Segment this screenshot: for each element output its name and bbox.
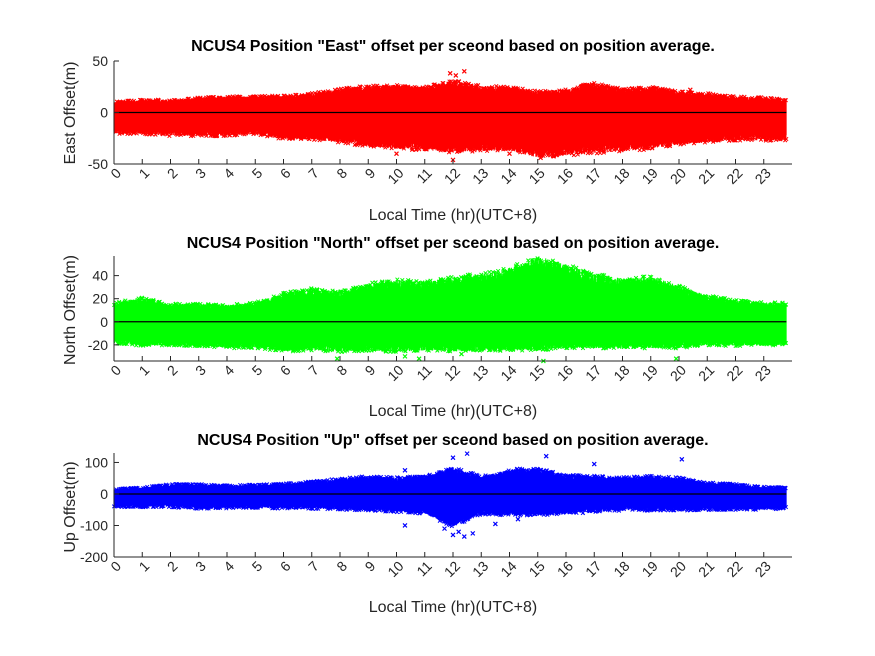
up-outlier-point xyxy=(442,526,447,532)
north-y-tick-label: 20 xyxy=(92,291,108,307)
north-y-tick-label: 0 xyxy=(100,314,108,330)
north-outlier-point xyxy=(416,356,422,362)
north-outlier-point xyxy=(402,353,408,359)
east-outlier-point xyxy=(461,68,467,74)
up-outlier-point xyxy=(679,456,685,462)
north-outlier-point xyxy=(261,300,267,306)
east-outlier-point xyxy=(687,87,693,93)
up-outlier-point xyxy=(464,451,470,457)
up-outlier-point xyxy=(492,521,498,527)
up-outlier-point xyxy=(543,453,549,459)
up-outlier-point xyxy=(456,529,462,535)
north-y-tick-label: 40 xyxy=(92,268,108,284)
north-x-axis-label: Local Time (hr)(UTC+8) xyxy=(369,403,537,420)
up-y-tick-label: 0 xyxy=(100,486,108,502)
north-outlier-point xyxy=(139,296,145,302)
up-edge-markers xyxy=(111,466,789,529)
east-outlier-point xyxy=(456,79,462,85)
east-y-tick-label: 50 xyxy=(92,53,108,69)
east-outlier-point xyxy=(447,70,453,76)
up-outlier-point xyxy=(402,467,408,473)
east-x-axis-label: Local Time (hr)(UTC+8) xyxy=(369,207,537,224)
up-outlier-point xyxy=(450,532,456,538)
east-outlier-point xyxy=(538,155,543,161)
north-y-axis-label: North Offset(m) xyxy=(62,255,79,365)
north-outlier-point xyxy=(334,356,340,362)
east-outlier-point xyxy=(453,72,459,78)
up-x-axis-label: Local Time (hr)(UTC+8) xyxy=(369,599,537,616)
up-outlier-point xyxy=(450,455,456,461)
north-edge-markers xyxy=(112,256,789,355)
east-outlier-point xyxy=(394,151,399,157)
up-outlier-point xyxy=(591,461,597,467)
up-outlier-point xyxy=(461,534,467,539)
up-outlier-point xyxy=(515,516,521,522)
north-outlier-point xyxy=(673,356,679,362)
up-y-axis-label: Up Offset(m) xyxy=(62,461,79,552)
east-y-axis-label: East Offset(m) xyxy=(62,62,79,165)
east-chart-title: NCUS4 Position "East" offset per sceond … xyxy=(191,38,715,55)
up-y-tick-label: -200 xyxy=(80,549,108,565)
up-outlier-point xyxy=(402,523,408,528)
east-edge-markers xyxy=(114,79,789,159)
north-outlier-point xyxy=(459,351,464,357)
up-y-tick-label: -100 xyxy=(80,517,108,533)
north-y-tick-label: -20 xyxy=(88,337,108,353)
east-y-tick-label: 0 xyxy=(100,105,108,121)
north-chart-title: NCUS4 Position "North" offset per sceond… xyxy=(187,235,720,252)
east-y-tick-label: -50 xyxy=(88,156,108,172)
up-y-tick-label: 100 xyxy=(85,454,109,470)
up-outlier-point xyxy=(470,530,476,536)
up-chart-title: NCUS4 Position "Up" offset per sceond ba… xyxy=(197,432,708,449)
east-outlier-point xyxy=(507,151,512,157)
